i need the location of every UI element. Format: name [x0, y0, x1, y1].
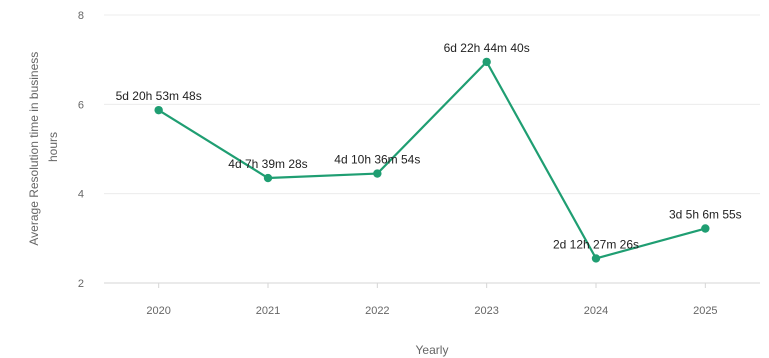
data-label: 2d 12h 27m 26s: [553, 237, 639, 251]
data-label: 4d 7h 39m 28s: [228, 157, 307, 171]
x-tick-label: 2022: [365, 305, 389, 317]
y-axis-title-line-1: Average Resolution time in business: [27, 52, 41, 246]
y-tick-label: 8: [78, 10, 84, 22]
x-axis: 2020 2021 2022 2023 2024 2025: [146, 283, 718, 317]
x-tick-label: 2025: [693, 305, 717, 317]
y-axis-title: Average Resolution time in business hour…: [27, 48, 60, 245]
grid-layer: [104, 14, 760, 284]
y-tick-label: 6: [78, 99, 84, 111]
data-point[interactable]: [482, 57, 491, 67]
x-tick-label: 2020: [146, 305, 170, 317]
series-layer: [154, 57, 710, 263]
data-point[interactable]: [701, 224, 710, 233]
data-point[interactable]: [154, 105, 163, 115]
y-tick-label: 4: [78, 189, 84, 201]
data-point[interactable]: [373, 169, 382, 178]
x-axis-title: Yearly: [416, 343, 449, 357]
data-label: 4d 10h 36m 54s: [334, 153, 420, 167]
data-point[interactable]: [591, 254, 601, 263]
series-line: [158, 60, 706, 260]
data-label: 5d 20h 53m 48s: [116, 89, 202, 103]
y-axis: 2 4 6 8: [78, 10, 84, 290]
data-label: 6d 22h 44m 40s: [444, 41, 530, 55]
y-tick-label: 2: [78, 278, 84, 290]
y-axis-title-line-2: hours: [46, 132, 60, 162]
data-label: 3d 5h 6m 55s: [669, 208, 742, 222]
x-tick-label: 2021: [256, 305, 280, 317]
x-tick-label: 2023: [474, 305, 498, 317]
data-label-layer: 5d 20h 53m 48s 4d 7h 39m 28s 4d 10h 36m 54…: [116, 41, 742, 252]
data-point[interactable]: [263, 173, 273, 183]
x-tick-label: 2024: [584, 305, 608, 317]
